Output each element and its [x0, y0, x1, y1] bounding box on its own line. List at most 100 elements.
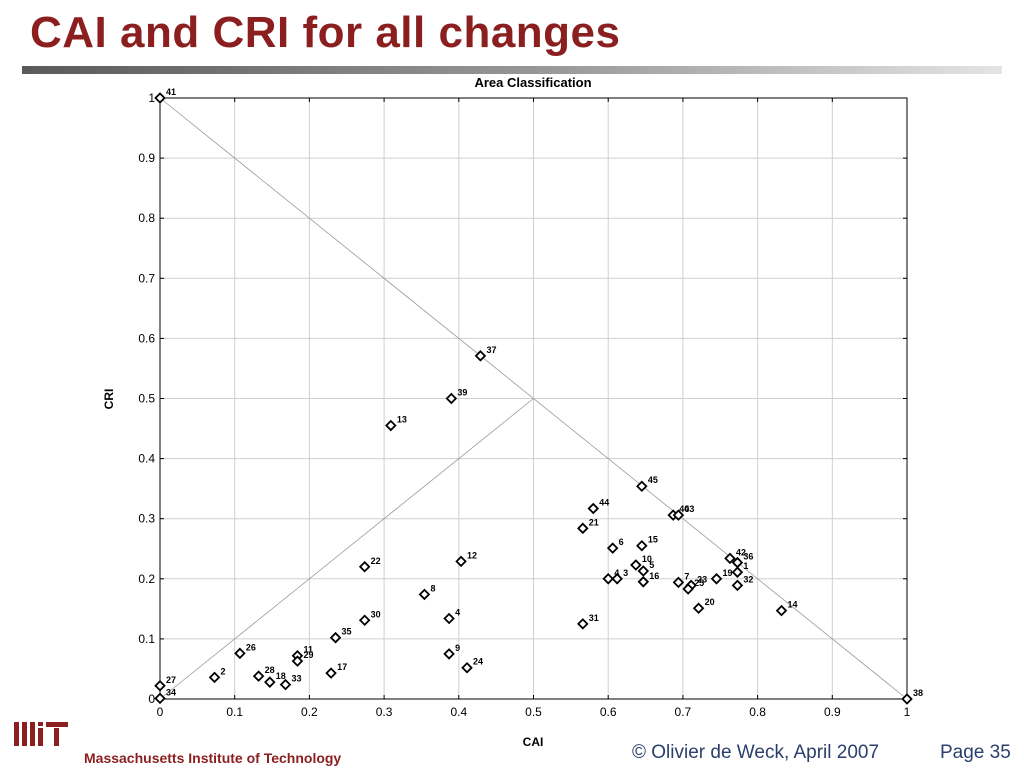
data-point-marker: [329, 631, 342, 644]
y-axis-label: CRI: [102, 389, 116, 410]
data-point-label: 19: [723, 568, 733, 578]
x-tick-label: 0.6: [600, 705, 617, 719]
data-point-label: 30: [371, 609, 381, 619]
data-point-label: 26: [246, 642, 256, 652]
data-point-marker: [731, 579, 744, 592]
x-tick-label: 0.9: [824, 705, 841, 719]
y-tick-label: 0.4: [138, 452, 155, 466]
x-tick-label: 0.7: [675, 705, 692, 719]
data-point-marker: [443, 648, 455, 660]
data-point-marker: [154, 692, 166, 705]
data-point-label: 36: [743, 552, 753, 562]
mit-logo: [14, 722, 68, 746]
data-point-marker: [637, 576, 650, 588]
data-point-label: 29: [303, 650, 313, 660]
data-point-label: 34: [166, 687, 176, 697]
y-tick-label: 0.2: [138, 572, 155, 586]
data-point-marker: [445, 392, 458, 405]
data-point-marker: [606, 542, 619, 554]
x-tick-label: 0.3: [376, 705, 393, 719]
data-point-marker: [672, 509, 685, 521]
plot-frame: [159, 97, 908, 700]
y-tick-label: 0.1: [138, 632, 155, 646]
data-point-label: 22: [371, 556, 381, 566]
data-point-marker: [385, 419, 397, 432]
copyright-text: © Olivier de Weck, April 2007: [632, 742, 880, 763]
data-point-label: 28: [265, 665, 275, 675]
x-tick-label: 0.8: [749, 705, 766, 719]
data-point-marker: [587, 502, 600, 515]
data-point-label: 12: [467, 550, 477, 560]
data-point-label: 21: [589, 517, 599, 527]
y-tick-label: 0.8: [138, 211, 155, 225]
y-tick-label: 1: [148, 91, 155, 105]
data-point-marker: [154, 680, 166, 692]
data-point-label: 9: [455, 643, 460, 653]
reference-lines: [159, 97, 908, 700]
data-point-marker: [602, 573, 614, 585]
data-point-label: 38: [913, 688, 923, 698]
y-tick-label: 0.5: [138, 392, 155, 406]
data-point-marker: [291, 655, 304, 667]
data-point-marker: [724, 552, 736, 565]
data-point-label: 8: [430, 583, 435, 593]
data-point-label: 5: [649, 560, 654, 570]
data-point-label: 2: [221, 666, 226, 676]
data-point-marker: [901, 693, 913, 705]
data-point-label: 42: [736, 547, 746, 557]
data-point-marker: [637, 565, 650, 577]
data-point-marker: [577, 522, 589, 535]
data-point-label: 20: [705, 597, 715, 607]
data-point-marker: [325, 667, 337, 679]
data-point-label: 4: [455, 607, 460, 617]
y-tick-label: 0: [148, 692, 155, 706]
data-point-label: 40: [679, 504, 689, 514]
data-point-label: 14: [788, 600, 798, 610]
data-point-marker: [636, 480, 648, 493]
data-point-marker: [455, 555, 467, 568]
data-point-label: 35: [342, 627, 352, 637]
data-point-marker: [279, 678, 292, 691]
data-point-marker: [358, 561, 371, 573]
x-tick-label: 0.5: [525, 705, 542, 719]
data-point-marker: [252, 670, 265, 682]
data-point-marker: [636, 539, 648, 552]
data-point-label: 3: [623, 568, 628, 578]
x-tick-label: 0: [157, 705, 164, 719]
page-number: Page 35: [940, 742, 1011, 763]
x-tick-label: 0.4: [450, 705, 467, 719]
x-tick-label: 0.2: [301, 705, 318, 719]
data-point-label: 18: [276, 671, 286, 681]
data-point-marker: [208, 671, 221, 684]
data-point-label: 13: [397, 415, 407, 425]
data-point-marker: [418, 588, 431, 601]
data-point-label: 10: [642, 554, 652, 564]
data-point-marker: [710, 573, 723, 585]
x-tick-label: 0.1: [226, 705, 243, 719]
data-point-label: 45: [648, 475, 658, 485]
y-tick-label: 0.7: [138, 271, 155, 285]
data-point-label: 33: [291, 674, 301, 684]
data-point-label: 11: [303, 645, 313, 655]
data-point-label: 17: [337, 662, 347, 672]
data-point-marker: [443, 612, 455, 625]
data-point-label: 43: [684, 504, 694, 514]
data-point-marker: [154, 92, 166, 104]
data-point-marker: [461, 661, 473, 674]
data-point-marker: [682, 583, 694, 595]
institution-name: Massachusetts Institute of Technology: [84, 750, 342, 766]
data-point-label: 39: [457, 388, 467, 398]
data-point-marker: [731, 566, 744, 578]
data-point-marker: [234, 647, 246, 660]
x-tick-label: 1: [904, 705, 911, 719]
y-tick-label: 0.3: [138, 512, 155, 526]
data-point-marker: [577, 618, 589, 630]
data-point-marker: [692, 602, 705, 615]
y-tick-label: 0.9: [138, 151, 155, 165]
data-point-label: 6: [619, 537, 624, 547]
data-point-label: 31: [589, 613, 599, 623]
title-divider: [22, 66, 1002, 74]
data-point-label: 32: [743, 574, 753, 584]
